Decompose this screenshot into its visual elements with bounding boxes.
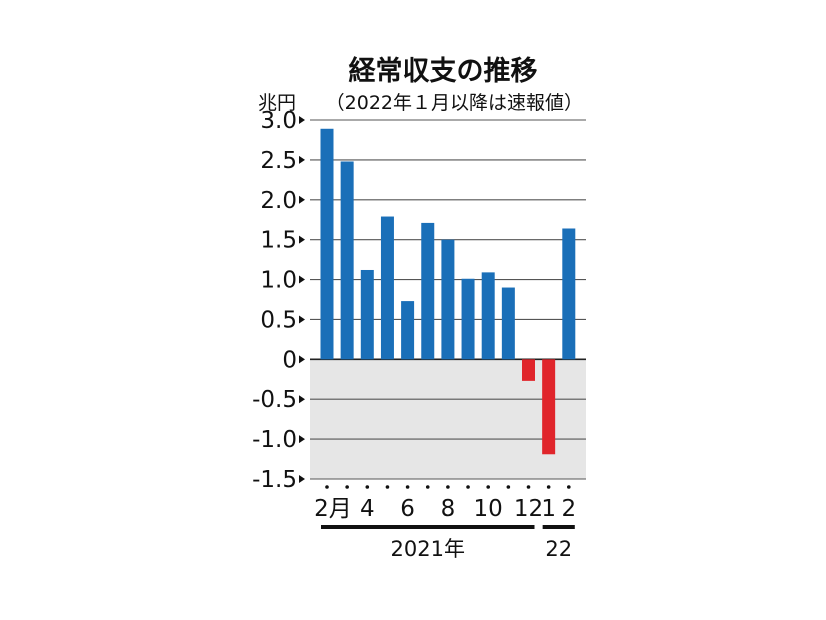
bar-2021-10 — [481, 272, 495, 360]
bar-2021-07 — [421, 222, 435, 360]
x-tick-label: 4 — [360, 496, 375, 522]
bar-2021-12 — [522, 359, 535, 381]
y-tick-mark — [299, 116, 305, 124]
y-tick-mark — [299, 435, 305, 444]
x-tick-label: 6 — [400, 496, 415, 522]
bar-2022-01 — [542, 359, 556, 455]
bar-2021-04 — [360, 269, 374, 360]
x-tick-label: 2 — [561, 496, 576, 522]
y-axis-unit: 兆円 — [258, 92, 296, 114]
y-tick-label: 1.0 — [260, 268, 297, 294]
x-tick-label: 2月 — [314, 496, 352, 522]
x-tick-dot — [567, 485, 571, 489]
year-group-bar — [542, 525, 575, 529]
x-tick-label: 1 — [541, 496, 556, 522]
bar-2022-02 — [562, 228, 576, 360]
x-tick-label: 10 — [474, 496, 503, 522]
x-tick-dot — [385, 485, 390, 489]
y-tick-label: -1.0 — [252, 427, 297, 453]
chart-title: 経常収支の推移 — [349, 55, 538, 87]
y-tick-label: -1.5 — [252, 467, 297, 493]
x-tick-dot — [466, 485, 470, 489]
y-tick-mark — [299, 155, 305, 164]
bar-2021-05 — [380, 216, 394, 360]
y-tick-label: 2.5 — [260, 148, 297, 174]
chart-subtitle: （2022年１月以降は速報値） — [326, 92, 583, 114]
y-tick-label: -0.5 — [252, 387, 297, 413]
x-tick-dot — [345, 485, 349, 489]
y-tick-label: 2.0 — [260, 188, 297, 214]
x-tick-dot — [325, 485, 329, 489]
x-tick-dot — [506, 485, 511, 489]
y-tick-mark — [299, 315, 305, 324]
x-tick-label: 12 — [514, 496, 543, 522]
bars — [320, 128, 576, 455]
x-tick-label: 8 — [441, 496, 456, 522]
x-tick-dot — [365, 485, 370, 489]
bar-2021-09 — [461, 278, 475, 360]
y-tick-label: 3.0 — [260, 108, 297, 134]
year-group-label: 22 — [545, 537, 572, 561]
y-axis-ticks: 3.0 2.5 2.0 1.5 1.0 0.5 0 -0.5 -1.0 -1.5 — [252, 108, 305, 493]
y-tick-label: 0.5 — [260, 307, 297, 333]
bar-2021-06 — [401, 301, 415, 360]
year-group-label: 2021年 — [391, 537, 465, 561]
x-tick-dot — [405, 485, 410, 489]
x-tick-dot — [446, 485, 450, 489]
year-group-bar — [321, 525, 535, 529]
x-tick-dot — [526, 485, 531, 489]
y-tick-label: 0 — [282, 347, 297, 373]
x-tick-dot — [425, 485, 430, 489]
y-tick-mark — [299, 195, 305, 204]
x-tick-dot — [546, 485, 551, 489]
x-tick-dot — [486, 485, 491, 489]
bar-2021-08 — [441, 239, 455, 360]
y-tick-mark — [299, 395, 305, 404]
y-tick-mark — [299, 235, 305, 244]
bar-2021-02 — [320, 128, 334, 360]
y-tick-mark — [299, 275, 305, 284]
bar-2021-11 — [501, 287, 515, 360]
bar-2021-03 — [340, 161, 354, 360]
negative-area-shading — [310, 359, 586, 479]
y-tick-mark — [299, 355, 305, 364]
y-tick-label: 1.5 — [260, 228, 297, 254]
y-tick-mark — [299, 475, 305, 483]
